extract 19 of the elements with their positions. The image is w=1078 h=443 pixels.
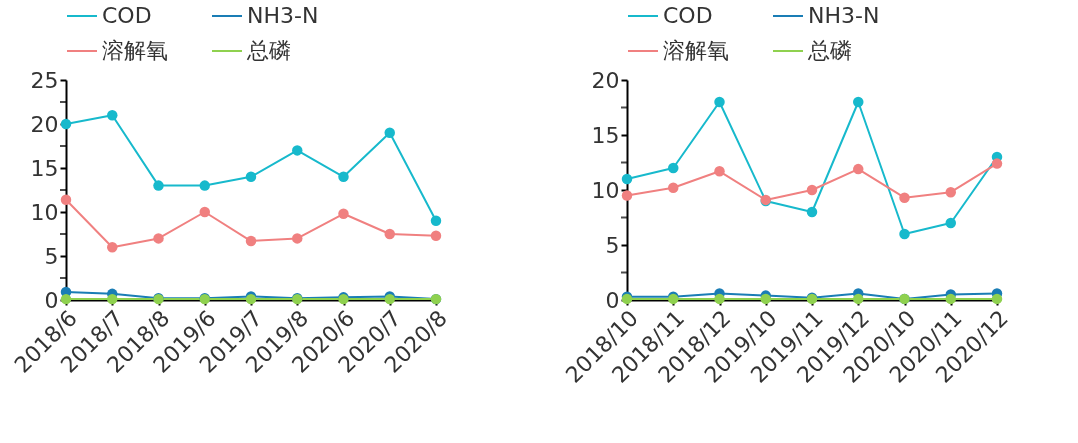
y-tick-label: 15 <box>591 122 620 148</box>
legend-label: 溶解氧 <box>663 38 729 63</box>
legend-label: NH3-N <box>247 3 319 28</box>
y-tick-label: 0 <box>605 287 620 313</box>
legend-label: 溶解氧 <box>102 38 168 63</box>
legend-label: COD <box>102 3 152 28</box>
y-tick-label: 5 <box>44 243 59 269</box>
y-tick-label: 0 <box>44 287 59 313</box>
legend-label: NH3-N <box>808 3 880 28</box>
y-tick-label: 10 <box>30 199 59 225</box>
y-tick-label: 20 <box>591 67 620 93</box>
y-tick-label: 25 <box>30 67 59 93</box>
y-tick-label: 5 <box>605 232 620 258</box>
y-tick-label: 10 <box>591 177 620 203</box>
y-tick-label: 15 <box>30 155 59 181</box>
y-tick-label: 20 <box>30 111 59 137</box>
legend-label: COD <box>663 3 713 28</box>
legend-label: 总磷 <box>246 38 291 63</box>
legend-label: 总磷 <box>807 38 852 63</box>
